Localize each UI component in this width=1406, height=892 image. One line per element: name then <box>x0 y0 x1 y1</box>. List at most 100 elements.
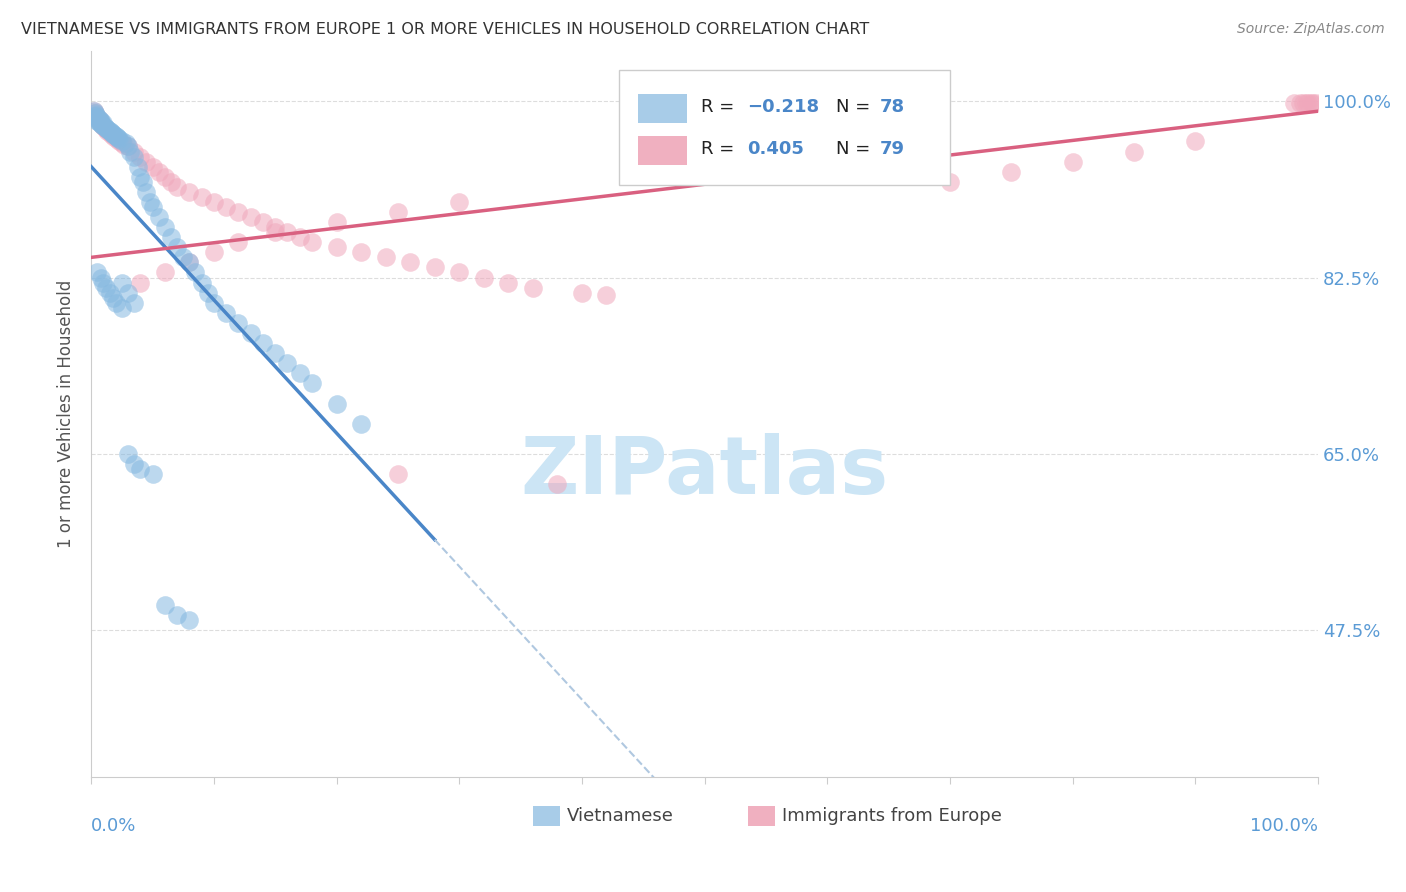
Point <box>100 125 122 139</box>
Point <box>239 210 262 224</box>
Point <box>93 116 115 130</box>
Point <box>350 245 373 260</box>
Text: VIETNAMESE VS IMMIGRANTS FROM EUROPE 1 OR MORE VEHICLES IN HOUSEHOLD CORRELATION: VIETNAMESE VS IMMIGRANTS FROM EUROPE 1 O… <box>21 22 869 37</box>
Point <box>190 190 212 204</box>
Point <box>90 116 112 130</box>
Point <box>179 185 201 199</box>
Point <box>120 145 142 159</box>
Point <box>239 326 262 340</box>
Point <box>939 175 962 189</box>
Point <box>127 160 149 174</box>
Text: Vietnamese: Vietnamese <box>567 807 673 825</box>
Point <box>101 128 124 143</box>
Point <box>105 132 128 146</box>
Point <box>84 109 107 123</box>
Point <box>399 255 422 269</box>
Point <box>112 138 135 153</box>
FancyBboxPatch shape <box>638 136 688 165</box>
Point <box>374 251 396 265</box>
Point <box>129 169 152 184</box>
Point <box>172 251 194 265</box>
Point <box>122 457 145 471</box>
Point <box>87 112 110 127</box>
Point <box>387 467 409 482</box>
Point <box>1292 96 1315 111</box>
Point <box>252 336 274 351</box>
Point <box>129 276 152 290</box>
Point <box>1302 96 1324 111</box>
Point <box>141 160 163 174</box>
Point <box>93 120 115 135</box>
Point <box>498 276 520 290</box>
Point <box>103 291 125 305</box>
Point <box>91 118 114 132</box>
Point <box>288 230 311 244</box>
Point <box>111 136 134 151</box>
Point <box>522 280 544 294</box>
Point <box>122 150 145 164</box>
Point <box>228 235 250 250</box>
Point <box>117 139 139 153</box>
Point <box>546 477 568 491</box>
Point <box>135 185 157 199</box>
Text: −0.218: −0.218 <box>748 97 820 116</box>
Text: 0.405: 0.405 <box>748 140 804 158</box>
Point <box>449 194 471 209</box>
Point <box>423 260 446 275</box>
Text: 79: 79 <box>880 140 905 158</box>
Point <box>96 122 118 136</box>
Point <box>89 113 111 128</box>
Point <box>301 376 323 391</box>
Point <box>111 301 134 315</box>
Point <box>202 194 225 209</box>
Point <box>103 128 125 142</box>
Point <box>202 295 225 310</box>
Point <box>87 112 110 127</box>
Point <box>83 104 105 119</box>
Point <box>1299 96 1322 111</box>
Point <box>98 124 121 138</box>
Point <box>98 127 121 141</box>
Y-axis label: 1 or more Vehicles in Household: 1 or more Vehicles in Household <box>58 279 75 548</box>
Point <box>96 124 118 138</box>
Point <box>107 131 129 145</box>
Point <box>87 115 110 129</box>
Point <box>101 127 124 141</box>
Point <box>153 220 176 235</box>
Point <box>83 109 105 123</box>
Point <box>84 112 107 126</box>
Point <box>86 112 108 126</box>
Point <box>276 356 298 370</box>
Text: 0.0%: 0.0% <box>91 816 136 835</box>
Point <box>83 106 105 120</box>
Point <box>117 139 139 153</box>
Point <box>117 447 139 461</box>
Point <box>111 135 134 149</box>
Point <box>148 164 170 178</box>
Point <box>108 132 131 146</box>
Point <box>129 462 152 476</box>
Point <box>89 114 111 128</box>
Text: 78: 78 <box>880 97 905 116</box>
Point <box>89 116 111 130</box>
Point <box>84 108 107 122</box>
Point <box>276 225 298 239</box>
Point <box>1295 96 1317 111</box>
Bar <box>533 805 560 826</box>
Bar <box>748 805 775 826</box>
Text: N =: N = <box>837 140 876 158</box>
Point <box>288 367 311 381</box>
Point <box>90 117 112 131</box>
Text: N =: N = <box>837 97 876 116</box>
Point <box>325 240 347 254</box>
Point <box>179 255 201 269</box>
Point <box>105 130 128 145</box>
Point <box>94 280 117 294</box>
Point <box>131 175 153 189</box>
Point <box>1000 164 1022 178</box>
FancyBboxPatch shape <box>619 70 950 185</box>
Point <box>122 295 145 310</box>
Point <box>571 285 593 300</box>
Point <box>1123 145 1146 159</box>
FancyBboxPatch shape <box>638 95 688 123</box>
